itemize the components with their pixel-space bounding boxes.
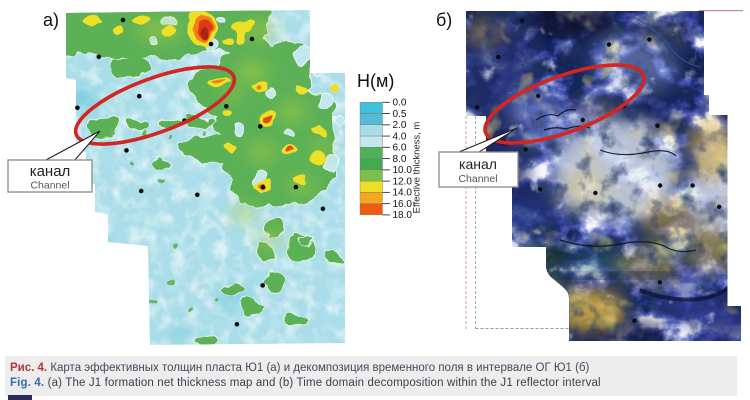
svg-text:б): б) xyxy=(436,10,452,30)
svg-text:6.0: 6.0 xyxy=(393,143,407,154)
svg-text:0.0: 0.0 xyxy=(393,98,407,109)
svg-text:4.0: 4.0 xyxy=(393,131,407,142)
svg-text:18.0: 18.0 xyxy=(393,210,413,221)
svg-text:Channel: Channel xyxy=(30,180,69,192)
svg-text:канал: канал xyxy=(459,156,497,172)
svg-text:2.0: 2.0 xyxy=(393,120,407,131)
svg-text:10.0: 10.0 xyxy=(393,165,413,176)
svg-text:Н(м): Н(м) xyxy=(357,71,394,91)
svg-text:14.0: 14.0 xyxy=(393,188,413,199)
svg-text:канал: канал xyxy=(30,163,71,180)
svg-text:0.5: 0.5 xyxy=(393,109,407,120)
svg-text:12.0: 12.0 xyxy=(393,176,413,187)
svg-text:Рис. 4. Карта эффективных толщ: Рис. 4. Карта эффективных толщин пласта … xyxy=(10,362,590,374)
svg-text:Fig. 4. (a) The J1 formation n: Fig. 4. (a) The J1 formation net thickne… xyxy=(10,377,601,389)
svg-text:8.0: 8.0 xyxy=(393,154,407,165)
svg-text:Effective thickness, m: Effective thickness, m xyxy=(412,122,423,214)
svg-text:Channel: Channel xyxy=(458,173,497,185)
svg-text:16.0: 16.0 xyxy=(393,199,413,210)
svg-text:а): а) xyxy=(43,10,59,30)
